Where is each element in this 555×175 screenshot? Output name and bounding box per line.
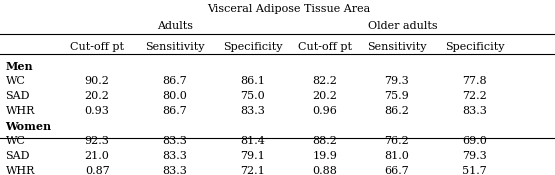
Text: 66.7: 66.7: [385, 166, 409, 175]
Text: Specificity: Specificity: [445, 42, 504, 52]
Text: Specificity: Specificity: [223, 42, 282, 52]
Text: 76.2: 76.2: [385, 136, 409, 146]
Text: 0.93: 0.93: [85, 106, 109, 116]
Text: 72.2: 72.2: [462, 91, 487, 101]
Text: SAD: SAD: [6, 91, 30, 101]
Text: 75.0: 75.0: [240, 91, 265, 101]
Text: 72.1: 72.1: [240, 166, 265, 175]
Text: 86.1: 86.1: [240, 76, 265, 86]
Text: 86.7: 86.7: [163, 76, 187, 86]
Text: Men: Men: [6, 61, 33, 72]
Text: SAD: SAD: [6, 151, 30, 161]
Text: 79.1: 79.1: [240, 151, 265, 161]
Text: 83.3: 83.3: [163, 166, 187, 175]
Text: WHR: WHR: [6, 166, 35, 175]
Text: 80.0: 80.0: [163, 91, 187, 101]
Text: 69.0: 69.0: [462, 136, 487, 146]
Text: Adults: Adults: [157, 21, 193, 31]
Text: 79.3: 79.3: [462, 151, 487, 161]
Text: 81.4: 81.4: [240, 136, 265, 146]
Text: 0.87: 0.87: [85, 166, 109, 175]
Text: Cut-off pt: Cut-off pt: [70, 42, 124, 52]
Text: 77.8: 77.8: [462, 76, 487, 86]
Text: Women: Women: [6, 121, 52, 132]
Text: 20.2: 20.2: [312, 91, 337, 101]
Text: 75.9: 75.9: [385, 91, 409, 101]
Text: Sensitivity: Sensitivity: [367, 42, 427, 52]
Text: 83.3: 83.3: [163, 151, 187, 161]
Text: 90.2: 90.2: [85, 76, 109, 86]
Text: Sensitivity: Sensitivity: [145, 42, 205, 52]
Text: 82.2: 82.2: [312, 76, 337, 86]
Text: 79.3: 79.3: [385, 76, 409, 86]
Text: 81.0: 81.0: [385, 151, 409, 161]
Text: 21.0: 21.0: [85, 151, 109, 161]
Text: WC: WC: [6, 136, 26, 146]
Text: Older adults: Older adults: [367, 21, 437, 31]
Text: WC: WC: [6, 76, 26, 86]
Text: Cut-off pt: Cut-off pt: [297, 42, 352, 52]
Text: 20.2: 20.2: [85, 91, 109, 101]
Text: 83.3: 83.3: [462, 106, 487, 116]
Text: 0.96: 0.96: [312, 106, 337, 116]
Text: 86.2: 86.2: [385, 106, 409, 116]
Text: 88.2: 88.2: [312, 136, 337, 146]
Text: WHR: WHR: [6, 106, 35, 116]
Text: 92.3: 92.3: [85, 136, 109, 146]
Text: 86.7: 86.7: [163, 106, 187, 116]
Text: 19.9: 19.9: [312, 151, 337, 161]
Text: 51.7: 51.7: [462, 166, 487, 175]
Text: 83.3: 83.3: [240, 106, 265, 116]
Text: 83.3: 83.3: [163, 136, 187, 146]
Text: 0.88: 0.88: [312, 166, 337, 175]
Text: Visceral Adipose Tissue Area: Visceral Adipose Tissue Area: [207, 4, 370, 14]
